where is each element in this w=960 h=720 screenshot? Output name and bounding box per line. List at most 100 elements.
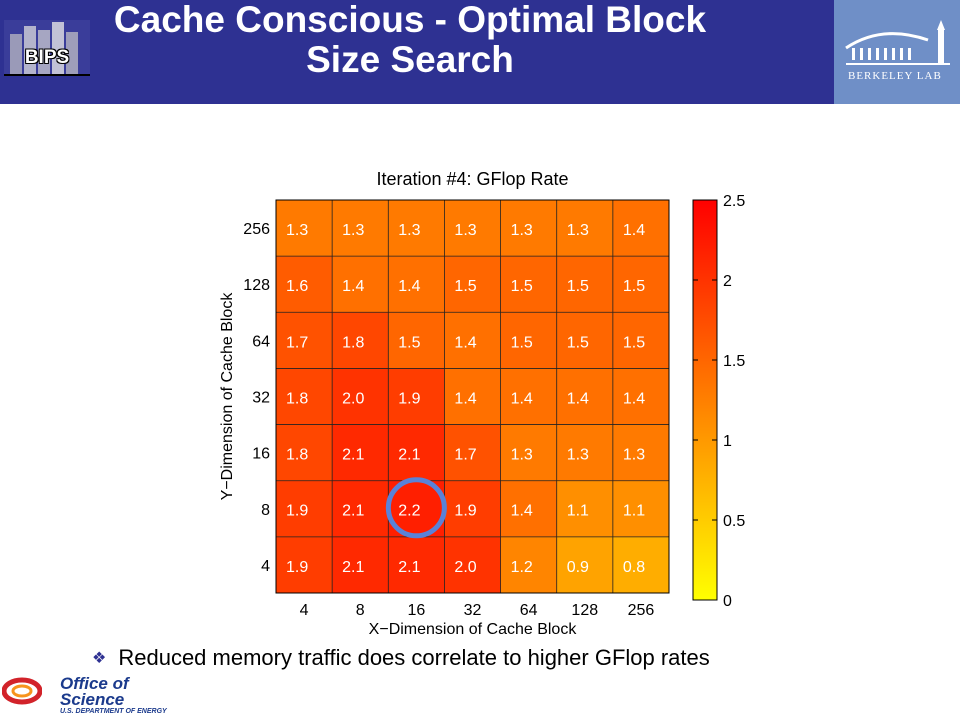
cell-value-label: 1.7 bbox=[454, 447, 476, 464]
x-tick-label: 8 bbox=[356, 602, 365, 619]
heatmap-cell bbox=[276, 368, 333, 425]
cell-value-label: 1.5 bbox=[398, 334, 420, 351]
cell-value-label: 2.2 bbox=[398, 503, 420, 520]
cell-value-label: 1.9 bbox=[454, 503, 476, 520]
colorbar-tick-label: 1 bbox=[723, 433, 732, 450]
highlight-circle bbox=[385, 477, 447, 539]
cell-value-label: 1.4 bbox=[567, 390, 589, 407]
office-of-line: Office of bbox=[60, 674, 129, 693]
diamond-bullet-icon: ❖ bbox=[92, 650, 107, 667]
heatmap-cell bbox=[556, 480, 613, 537]
cell-value-label: 2.1 bbox=[398, 447, 420, 464]
cell-value-label: 1.4 bbox=[398, 278, 420, 295]
x-tick-label: 32 bbox=[464, 602, 482, 619]
heatmap-cell bbox=[444, 200, 501, 257]
heatmap-cell bbox=[388, 536, 445, 593]
heatmap-cell bbox=[444, 424, 501, 481]
cell-value-label: 0.8 bbox=[623, 559, 645, 576]
cell-value-label: 1.9 bbox=[286, 559, 308, 576]
colorbar-tick-label: 0.5 bbox=[723, 513, 745, 530]
cell-value-label: 1.4 bbox=[454, 334, 476, 351]
x-tick-label: 4 bbox=[300, 602, 309, 619]
heatmap-cell bbox=[556, 536, 613, 593]
chart-title: Iteration #4: GFlop Rate bbox=[376, 169, 568, 189]
cell-value-label: 1.4 bbox=[623, 390, 645, 407]
plot-frame bbox=[275, 199, 670, 594]
heatmap-cell bbox=[276, 480, 333, 537]
x-tick-label: 64 bbox=[520, 602, 538, 619]
heatmap-cell bbox=[444, 536, 501, 593]
heatmap-cell bbox=[612, 200, 669, 257]
cell-value-label: 1.3 bbox=[454, 222, 476, 239]
cell-value-label: 1.8 bbox=[286, 447, 308, 464]
heatmap-cell bbox=[556, 368, 613, 425]
cell-value-label: 1.4 bbox=[511, 503, 533, 520]
cell-value-label: 1.4 bbox=[342, 278, 364, 295]
cell-value-label: 2.0 bbox=[454, 559, 476, 576]
cell-value-label: 1.5 bbox=[511, 334, 533, 351]
cell-value-label: 1.5 bbox=[511, 278, 533, 295]
heatmap-cell bbox=[388, 368, 445, 425]
heatmap-cell bbox=[388, 424, 445, 481]
cell-value-label: 1.3 bbox=[623, 447, 645, 464]
doe-label: U.S. DEPARTMENT OF ENERGY bbox=[60, 708, 167, 715]
cell-value-label: 1.6 bbox=[286, 278, 308, 295]
heatmap-cell bbox=[612, 368, 669, 425]
y-tick-label: 16 bbox=[252, 446, 270, 463]
heatmap-cell bbox=[332, 256, 389, 313]
colorbar-tick-label: 0 bbox=[723, 593, 732, 610]
colorbar-tick-label: 1.5 bbox=[723, 353, 745, 370]
x-tick-label: 16 bbox=[407, 602, 425, 619]
cell-value-label: 1.5 bbox=[567, 278, 589, 295]
y-tick-label: 256 bbox=[243, 221, 270, 238]
heatmap-cell bbox=[276, 312, 333, 369]
y-tick-label: 8 bbox=[261, 502, 270, 519]
cell-value-label: 1.9 bbox=[286, 503, 308, 520]
bips-logo-icon bbox=[4, 20, 90, 76]
heatmap-cell bbox=[612, 424, 669, 481]
heatmap-cell bbox=[276, 424, 333, 481]
y-tick-label: 32 bbox=[252, 390, 270, 407]
cell-value-label: 1.4 bbox=[623, 222, 645, 239]
cell-value-label: 1.3 bbox=[511, 222, 533, 239]
heatmap-cell bbox=[500, 256, 557, 313]
bullet-point: ❖ Reduced memory traffic does correlate t… bbox=[92, 645, 710, 671]
bips-label: BIPS bbox=[24, 47, 70, 68]
heatmap-cell bbox=[332, 200, 389, 257]
heatmap-cell bbox=[500, 312, 557, 369]
heatmap-cell bbox=[612, 312, 669, 369]
header-bar bbox=[0, 0, 960, 104]
cell-value-label: 1.3 bbox=[286, 222, 308, 239]
slide-title: Cache Conscious - Optimal Block Size Sea… bbox=[113, 0, 707, 80]
x-axis-label: X−Dimension of Cache Block bbox=[369, 621, 578, 638]
cell-value-label: 1.3 bbox=[511, 447, 533, 464]
cell-value-label: 1.1 bbox=[623, 503, 645, 520]
colorbar-tick-label: 2 bbox=[723, 273, 732, 290]
cell-value-label: 2.1 bbox=[342, 559, 364, 576]
cell-value-label: 2.1 bbox=[398, 559, 420, 576]
heatmap-cell bbox=[332, 368, 389, 425]
x-tick-label: 256 bbox=[628, 602, 655, 619]
y-tick-label: 4 bbox=[261, 558, 270, 575]
heatmap-cell bbox=[388, 312, 445, 369]
heatmap-cell bbox=[556, 424, 613, 481]
heatmap-cell bbox=[332, 480, 389, 537]
cell-value-label: 1.3 bbox=[567, 222, 589, 239]
cell-value-label: 1.2 bbox=[511, 559, 533, 576]
heatmap-cell bbox=[556, 312, 613, 369]
heatmap-cell bbox=[332, 424, 389, 481]
cell-value-label: 1.8 bbox=[286, 390, 308, 407]
cell-value-label: 2.1 bbox=[342, 503, 364, 520]
heatmap-cell bbox=[612, 256, 669, 313]
cell-value-label: 1.3 bbox=[567, 447, 589, 464]
cell-value-label: 1.3 bbox=[342, 222, 364, 239]
cell-value-label: 1.5 bbox=[454, 278, 476, 295]
y-tick-label: 128 bbox=[243, 277, 270, 294]
y-axis-label: Y−Dimension of Cache Block bbox=[219, 292, 236, 501]
cell-value-label: 2.0 bbox=[342, 390, 364, 407]
heatmap-cell bbox=[332, 536, 389, 593]
heatmap-cell bbox=[500, 200, 557, 257]
heatmap-cell bbox=[276, 256, 333, 313]
cell-value-label: 1.3 bbox=[398, 222, 420, 239]
